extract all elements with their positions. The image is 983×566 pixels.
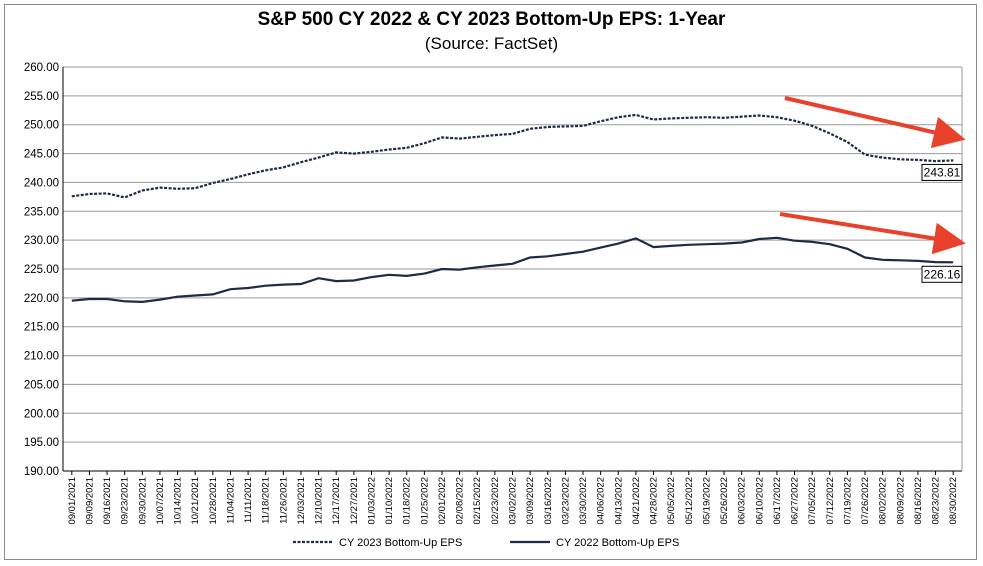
- series-lines: [71, 113, 954, 304]
- x-tick-label: 11/11/2021: [243, 477, 254, 523]
- x-tick-label: 06/17/2022: [772, 477, 783, 525]
- x-tick-label: 08/30/2022: [948, 477, 959, 525]
- x-tick-label: 03/16/2022: [543, 477, 554, 525]
- y-tick-label: 260.00: [24, 62, 59, 74]
- x-tick-label: 02/23/2022: [490, 477, 501, 525]
- x-tick-label: 08/02/2022: [878, 477, 889, 525]
- x-tick-label: 03/02/2022: [508, 477, 519, 525]
- y-tick-label: 230.00: [24, 235, 59, 247]
- x-tick-label: 04/28/2022: [649, 477, 660, 525]
- x-tick-label: 10/21/2021: [190, 477, 201, 525]
- x-tick-label: 09/23/2021: [120, 477, 131, 525]
- legend-label: CY 2023 Bottom-Up EPS: [339, 537, 462, 549]
- chart-title: S&P 500 CY 2022 & CY 2023 Bottom-Up EPS:…: [257, 9, 726, 30]
- x-tick-label: 12/03/2021: [296, 477, 307, 525]
- end-label-box: [921, 163, 963, 181]
- end-label: 243.81: [924, 165, 961, 179]
- y-tick-label: 195.00: [24, 437, 59, 449]
- x-tick-label: 07/05/2022: [807, 477, 818, 525]
- x-tick-label: 02/01/2022: [437, 477, 448, 525]
- legend: CY 2023 Bottom-Up EPS CY 2022 Bottom-Up E…: [293, 537, 679, 549]
- y-tick-label: 215.00: [24, 322, 59, 334]
- x-tick-label: 05/26/2022: [719, 477, 730, 525]
- y-tick-label: 205.00: [24, 379, 59, 391]
- x-tick-label: 06/03/2022: [737, 477, 748, 525]
- series-line: [71, 113, 954, 199]
- y-tick-label: 240.00: [24, 177, 59, 189]
- x-tick-label: 12/17/2021: [331, 477, 342, 525]
- x-tick-label: 11/04/2021: [225, 477, 236, 524]
- x-tick-label: 05/19/2022: [701, 477, 712, 525]
- x-tick-label: 05/05/2022: [666, 477, 677, 525]
- x-tick-label: 01/03/2022: [366, 477, 377, 525]
- x-tick-label: 06/10/2022: [754, 477, 765, 525]
- axes: 190.00 195.00 200.00 205.00 210.00 215.00 220.…: [24, 62, 963, 525]
- y-tick-label: 190.00: [24, 466, 59, 478]
- x-tick-label: 02/08/2022: [455, 477, 466, 525]
- y-tick-label: 225.00: [24, 264, 59, 276]
- x-tick-label: 03/30/2022: [578, 477, 589, 525]
- x-tick-label: 07/12/2022: [825, 477, 836, 525]
- chart-subtitle: (Source: FactSet): [424, 34, 559, 53]
- x-tick-label: 10/07/2021: [155, 477, 166, 525]
- x-tick-label: 01/10/2022: [384, 477, 395, 525]
- trend-arrow: [779, 212, 966, 255]
- x-tick-label: 09/16/2021: [102, 477, 113, 525]
- x-tick-label: 01/18/2022: [402, 477, 413, 525]
- trend-arrows: [779, 96, 966, 255]
- y-tick-label: 235.00: [24, 206, 59, 218]
- x-tick-label: 08/09/2022: [895, 477, 906, 525]
- x-tick-label: 09/30/2021: [137, 477, 148, 525]
- series-line: [71, 236, 954, 304]
- x-tick-label: 03/23/2022: [560, 477, 571, 525]
- x-tick-label: 04/21/2022: [631, 477, 642, 525]
- x-tick-label: 08/16/2022: [913, 477, 924, 525]
- end-label: 226.16: [924, 267, 961, 281]
- x-tick-label: 09/09/2021: [84, 477, 95, 525]
- x-tick-label: 05/12/2022: [684, 477, 695, 525]
- x-tick-label: 11/26/2021: [278, 477, 289, 524]
- x-tick-label: 12/10/2021: [314, 477, 325, 525]
- gridlines: [63, 66, 962, 472]
- x-tick-label: 12/27/2021: [349, 477, 360, 525]
- chart-frame: [4, 4, 977, 560]
- y-tick-label: 200.00: [24, 408, 59, 420]
- y-tick-label: 220.00: [24, 293, 59, 305]
- x-tick-label: 03/09/2022: [525, 477, 536, 525]
- x-tick-label: 07/19/2022: [842, 477, 853, 525]
- x-tick-label: 04/06/2022: [596, 477, 607, 525]
- x-tick-label: 09/01/2021: [67, 477, 78, 525]
- x-tick-label: 01/25/2022: [419, 477, 430, 525]
- x-tick-label: 11/18/2021: [261, 477, 272, 524]
- y-tick-label: 250.00: [24, 120, 59, 132]
- x-tick-label: 07/26/2022: [860, 477, 871, 525]
- trend-arrow: [784, 96, 966, 149]
- x-tick-label: 02/15/2022: [472, 477, 483, 525]
- x-tick-label: 08/23/2022: [931, 477, 942, 525]
- x-tick-label: 06/27/2022: [790, 477, 801, 525]
- y-tick-label: 255.00: [24, 91, 59, 103]
- end-label-box: [921, 265, 963, 283]
- x-tick-label: 04/13/2022: [613, 477, 624, 525]
- legend-label: CY 2022 Bottom-Up EPS: [556, 537, 679, 549]
- y-tick-label: 245.00: [24, 149, 59, 161]
- x-tick-label: 10/28/2021: [208, 477, 219, 525]
- x-tick-label: 10/14/2021: [173, 477, 184, 525]
- end-labels: 243.81 226.16: [921, 163, 963, 283]
- y-tick-label: 210.00: [24, 351, 59, 363]
